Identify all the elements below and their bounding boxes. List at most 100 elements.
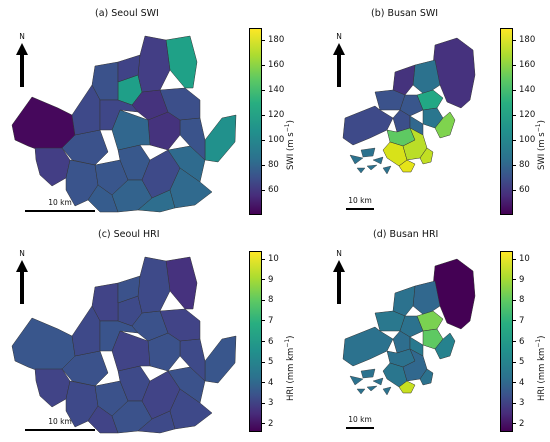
colorbar-tick-mark bbox=[262, 89, 265, 91]
colorbar-tick-mark bbox=[513, 114, 516, 116]
district bbox=[99, 99, 139, 131]
panel-busan-swi: (b) Busan SWI N bbox=[275, 0, 550, 221]
islands bbox=[349, 147, 392, 175]
colorbar-tick-label: 8 bbox=[519, 295, 525, 306]
district bbox=[137, 35, 171, 93]
colorbar-tick-label: 7 bbox=[268, 315, 274, 326]
district bbox=[412, 280, 441, 317]
colorbar-tick-mark bbox=[513, 279, 516, 281]
colorbar-tick-label: 4 bbox=[519, 377, 525, 388]
colorbar-tick-mark bbox=[262, 320, 265, 322]
colorbar-tick-label: 80 bbox=[519, 160, 530, 171]
seoul-hri-map bbox=[11, 256, 237, 434]
district bbox=[117, 275, 141, 304]
district bbox=[169, 167, 213, 209]
colorbar-tick: 140 bbox=[262, 85, 284, 95]
north-label: N bbox=[336, 249, 342, 258]
district bbox=[402, 348, 428, 382]
panel-title: (d) Busan HRI bbox=[373, 229, 439, 240]
colorbar-tick-label: 80 bbox=[268, 160, 279, 171]
colorbar-tick: 2 bbox=[513, 419, 524, 429]
colorbar-tick-label: 5 bbox=[519, 357, 525, 368]
colorbar-tick-mark bbox=[262, 258, 265, 260]
colorbar-tick-mark bbox=[513, 361, 516, 363]
scale-bar-label: 10 km bbox=[48, 417, 72, 426]
panel-title: (a) Seoul SWI bbox=[95, 8, 159, 19]
panel-title: (b) Busan SWI bbox=[371, 8, 439, 19]
colorbar-tick-mark bbox=[513, 139, 516, 141]
colorbar-tick-mark bbox=[513, 258, 516, 260]
colorbar-tick-label: 60 bbox=[519, 185, 530, 196]
colorbar-tick-mark bbox=[513, 341, 516, 342]
colorbar-tick-mark bbox=[262, 39, 265, 41]
colorbar-tick: 10 bbox=[513, 254, 530, 264]
colorbar-tick-label: 5 bbox=[268, 357, 274, 368]
district bbox=[99, 320, 139, 352]
colorbar-tick-mark bbox=[262, 341, 265, 342]
district bbox=[398, 159, 416, 173]
colorbar-tick-mark bbox=[513, 402, 516, 404]
district bbox=[165, 256, 198, 310]
colorbar-tick-label: 100 bbox=[519, 135, 536, 146]
colorbar-tick: 7 bbox=[513, 316, 524, 326]
colorbar-tick-mark bbox=[513, 382, 516, 384]
colorbar-tick: 80 bbox=[262, 160, 279, 170]
colorbar-tick-mark bbox=[513, 320, 516, 322]
district bbox=[204, 335, 237, 384]
colorbar-tick: 80 bbox=[513, 160, 530, 170]
district bbox=[137, 410, 176, 434]
panel-title: (c) Seoul HRI bbox=[98, 229, 160, 240]
district bbox=[374, 89, 406, 111]
district bbox=[71, 305, 101, 357]
colorbar-tick-mark bbox=[513, 164, 516, 166]
busan-swi-map bbox=[342, 37, 476, 175]
district bbox=[117, 54, 141, 83]
colorbar-gradient bbox=[500, 28, 513, 215]
scale-bar: 10 km bbox=[25, 198, 95, 214]
district bbox=[87, 405, 119, 434]
colorbar-tick-label: 160 bbox=[519, 60, 536, 71]
north-arrow: N bbox=[332, 32, 346, 91]
district bbox=[392, 64, 416, 96]
colorbar-tick: 10 bbox=[262, 254, 279, 264]
north-label: N bbox=[19, 32, 25, 41]
colorbar-tick-label: 10 bbox=[268, 254, 279, 265]
colorbar-tick: 9 bbox=[513, 275, 524, 285]
district bbox=[374, 310, 406, 332]
district bbox=[342, 326, 394, 367]
colorbar-tick: 60 bbox=[513, 185, 530, 195]
district bbox=[419, 368, 434, 386]
district bbox=[434, 332, 456, 360]
district bbox=[399, 315, 424, 338]
busan-hri-map bbox=[342, 258, 476, 396]
colorbar-tick-label: 60 bbox=[268, 185, 279, 196]
district bbox=[204, 114, 237, 163]
colorbar-tick: 6 bbox=[262, 337, 273, 347]
district bbox=[165, 35, 198, 89]
panel-seoul-hri: (c) Seoul HRI N bbox=[0, 221, 296, 442]
colorbar-tick-mark bbox=[262, 299, 265, 301]
north-arrow: N bbox=[15, 32, 29, 91]
colorbar-tick-label: 180 bbox=[268, 35, 285, 46]
colorbar-gradient bbox=[249, 251, 262, 432]
scale-bar-line bbox=[25, 210, 95, 212]
colorbar-tick-label: 140 bbox=[519, 85, 536, 96]
colorbar-tick-label: 120 bbox=[519, 110, 536, 121]
colorbar-tick: 120 bbox=[262, 110, 284, 120]
colorbar-tick-label: 8 bbox=[268, 295, 274, 306]
colorbar-tick: 180 bbox=[513, 35, 535, 45]
north-arrow-icon bbox=[16, 260, 28, 304]
colorbar-tick: 9 bbox=[262, 275, 273, 285]
north-label: N bbox=[336, 32, 342, 41]
colorbar-tick-label: 6 bbox=[519, 336, 525, 347]
district bbox=[342, 105, 394, 146]
colorbar-tick-mark bbox=[513, 64, 516, 66]
district bbox=[34, 368, 71, 408]
colorbar-label: HRI (mm km−1) bbox=[535, 335, 547, 401]
colorbar-tick: 7 bbox=[262, 316, 273, 326]
district bbox=[87, 184, 119, 213]
scale-bar-label: 10 km bbox=[348, 415, 372, 424]
colorbar-tick: 120 bbox=[513, 110, 535, 120]
colorbar-tick: 5 bbox=[513, 357, 524, 367]
colorbar-tick-label: 4 bbox=[268, 377, 274, 388]
